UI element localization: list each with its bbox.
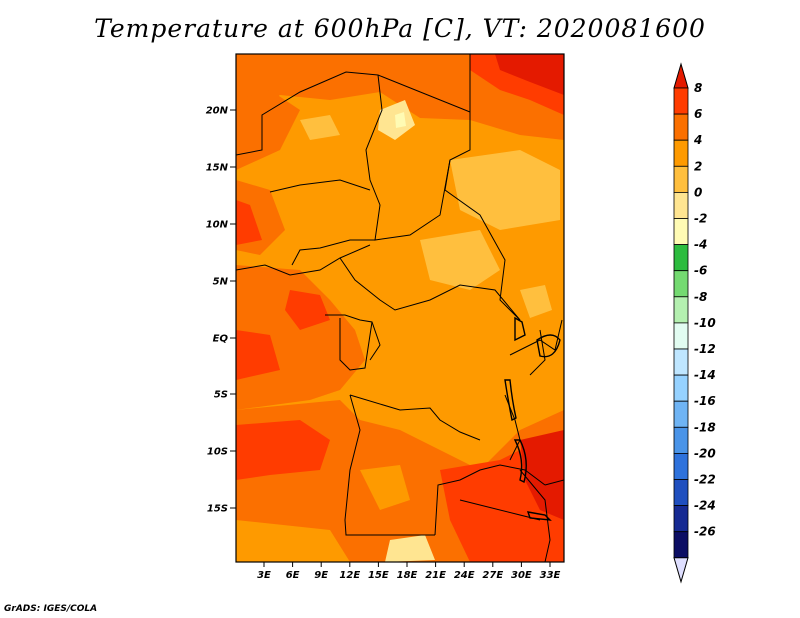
colorbar-segment	[673, 452, 689, 480]
colorbar-segment	[673, 479, 689, 507]
lat-tick-label: 5S	[214, 390, 228, 401]
temperature-field	[236, 54, 564, 562]
colorbar-label: 8	[694, 81, 702, 95]
colorbar-label: -24	[694, 499, 716, 513]
map-title: Temperature at 600hPa [C], VT: 202008160…	[94, 14, 706, 43]
colorbar-label: -20	[694, 446, 716, 460]
colorbar-segment	[673, 296, 689, 324]
colorbar-label: 2	[694, 159, 702, 173]
colorbar-label: 0	[694, 185, 702, 199]
latitude-axis: 20N 15N 10N 5N EQ 5S 10S 15S	[206, 106, 236, 515]
colorbar-bottom-arrow	[673, 557, 689, 584]
colorbar-label: -16	[694, 394, 716, 408]
lon-tick-label: 15E	[368, 570, 389, 581]
colorbar-top-arrow	[673, 62, 689, 89]
colorbar: 8 6 4 2 0 -2 -4 -6 -8 -10 -12 -14 -16 -18 -20 -22 -24 -26	[673, 62, 716, 584]
lon-tick-label: 3E	[257, 570, 271, 581]
lon-tick-label: 33E	[540, 570, 561, 581]
colorbar-segment	[673, 374, 689, 402]
colorbar-segment	[673, 113, 689, 141]
colorbar-label: -22	[694, 473, 716, 487]
lon-tick-label: 6E	[286, 570, 300, 581]
colorbar-segment	[673, 270, 689, 298]
lat-tick-label: 10S	[207, 447, 228, 458]
lat-tick-label: EQ	[213, 334, 229, 345]
lat-tick-label: 15N	[206, 163, 229, 174]
colorbar-segment	[673, 400, 689, 428]
colorbar-label: -26	[694, 525, 716, 539]
colorbar-label: -2	[694, 212, 707, 226]
lat-tick-label: 20N	[206, 106, 229, 117]
lon-tick-label: 27E	[482, 570, 503, 581]
lon-tick-label: 24E	[454, 570, 475, 581]
lon-tick-label: 9E	[314, 570, 328, 581]
colorbar-segment	[673, 531, 689, 559]
colorbar-segment	[673, 139, 689, 167]
colorbar-segment	[673, 505, 689, 533]
colorbar-segment	[673, 87, 689, 115]
lat-tick-label: 10N	[206, 220, 229, 231]
colorbar-label: -18	[694, 420, 716, 434]
colorbar-segment	[673, 322, 689, 350]
colorbar-segment	[673, 165, 689, 193]
colorbar-label: -10	[694, 316, 716, 330]
lon-tick-label: 12E	[339, 570, 360, 581]
colorbar-label: 6	[694, 107, 702, 121]
colorbar-label: -8	[694, 290, 707, 304]
colorbar-label: -4	[694, 238, 707, 252]
lat-tick-label: 5N	[213, 277, 229, 288]
colorbar-label: 4	[693, 133, 702, 147]
colorbar-label: -12	[694, 342, 716, 356]
lon-tick-label: 21E	[425, 570, 446, 581]
lat-tick-label: 15S	[207, 504, 228, 515]
grads-credit: GrADS: IGES/COLA	[4, 604, 98, 614]
longitude-axis: 3E 6E 9E 12E 15E 18E 21E 24E 27E 30E 33E	[257, 562, 561, 581]
colorbar-label: -14	[694, 368, 716, 382]
lon-tick-label: 18E	[397, 570, 418, 581]
country-borders	[236, 54, 564, 562]
colorbar-segment	[673, 348, 689, 376]
colorbar-label: -6	[694, 264, 707, 278]
colorbar-segment	[673, 218, 689, 246]
colorbar-segment	[673, 426, 689, 454]
map-frame	[235, 53, 565, 563]
lakes	[504, 316, 561, 521]
colorbar-segment	[673, 191, 689, 219]
colorbar-segment	[673, 244, 689, 272]
lon-tick-label: 30E	[511, 570, 532, 581]
